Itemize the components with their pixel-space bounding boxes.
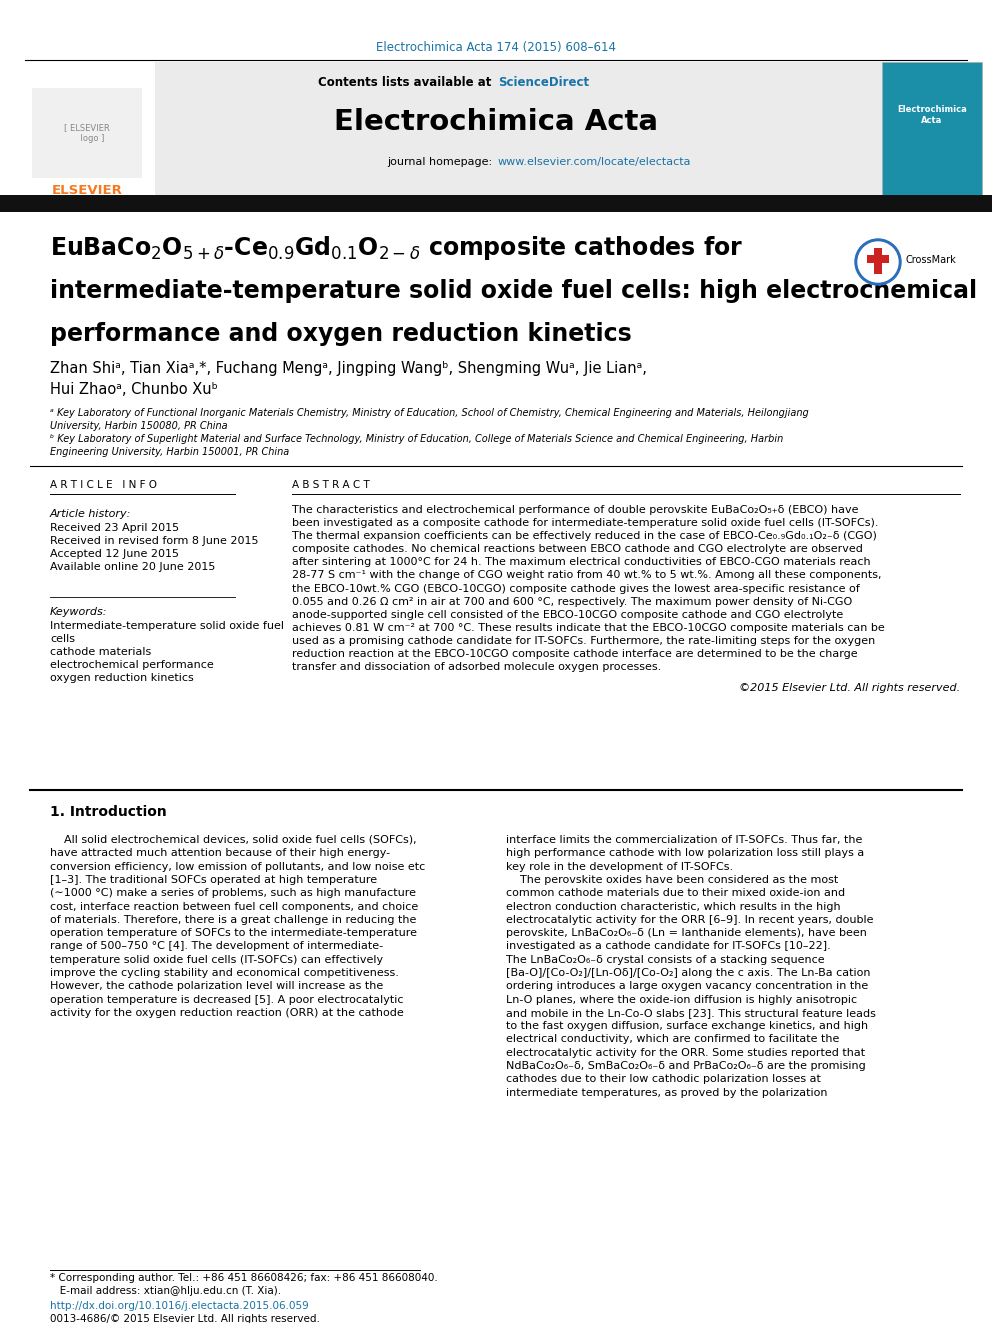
Text: electron conduction characteristic, which results in the high: electron conduction characteristic, whic…	[506, 901, 840, 912]
FancyBboxPatch shape	[25, 62, 882, 194]
Text: A R T I C L E   I N F O: A R T I C L E I N F O	[50, 480, 157, 490]
Text: Electrochimica
Acta: Electrochimica Acta	[897, 106, 967, 124]
Text: range of 500–750 °C [4]. The development of intermediate-: range of 500–750 °C [4]. The development…	[50, 942, 383, 951]
Text: cells: cells	[50, 634, 75, 644]
Text: ᵃ Key Laboratory of Functional Inorganic Materials Chemistry, Ministry of Educat: ᵃ Key Laboratory of Functional Inorganic…	[50, 407, 808, 418]
Text: [Ba-O]/[Co-O₂]/[Ln-Oδ]/[Co-O₂] along the c axis. The Ln-Ba cation: [Ba-O]/[Co-O₂]/[Ln-Oδ]/[Co-O₂] along the…	[506, 968, 871, 978]
Text: interface limits the commercialization of IT-SOFCs. Thus far, the: interface limits the commercialization o…	[506, 835, 862, 845]
Text: Article history:: Article history:	[50, 509, 131, 519]
Text: ©2015 Elsevier Ltd. All rights reserved.: ©2015 Elsevier Ltd. All rights reserved.	[739, 683, 960, 693]
Text: ordering introduces a large oxygen vacancy concentration in the: ordering introduces a large oxygen vacan…	[506, 982, 868, 991]
Text: Contents lists available at: Contents lists available at	[318, 77, 496, 90]
Text: have attracted much attention because of their high energy-: have attracted much attention because of…	[50, 848, 390, 859]
Text: Engineering University, Harbin 150001, PR China: Engineering University, Harbin 150001, P…	[50, 447, 290, 456]
Text: key role in the development of IT-SOFCs.: key role in the development of IT-SOFCs.	[506, 861, 733, 872]
Text: ScienceDirect: ScienceDirect	[498, 77, 589, 90]
Text: cathodes due to their low cathodic polarization losses at: cathodes due to their low cathodic polar…	[506, 1074, 820, 1085]
Text: CrossMark: CrossMark	[905, 255, 955, 265]
Text: 0013-4686/© 2015 Elsevier Ltd. All rights reserved.: 0013-4686/© 2015 Elsevier Ltd. All right…	[50, 1314, 319, 1323]
Bar	[882, 62, 982, 194]
Text: * Corresponding author. Tel.: +86 451 86608426; fax: +86 451 86608040.: * Corresponding author. Tel.: +86 451 86…	[50, 1273, 437, 1283]
Text: cost, interface reaction between fuel cell components, and choice: cost, interface reaction between fuel ce…	[50, 901, 419, 912]
Text: conversion efficiency, low emission of pollutants, and low noise etc: conversion efficiency, low emission of p…	[50, 861, 426, 872]
Text: reduction reaction at the EBCO-10CGO composite cathode interface are determined : reduction reaction at the EBCO-10CGO com…	[292, 650, 858, 659]
Text: transfer and dissociation of adsorbed molecule oxygen processes.: transfer and dissociation of adsorbed mo…	[292, 663, 662, 672]
Text: used as a promising cathode candidate for IT-SOFCs. Furthermore, the rate-limiti: used as a promising cathode candidate fo…	[292, 636, 875, 646]
Text: anode-supported single cell consisted of the EBCO-10CGO composite cathode and CG: anode-supported single cell consisted of…	[292, 610, 843, 619]
Text: operation temperature is decreased [5]. A poor electrocatalytic: operation temperature is decreased [5]. …	[50, 995, 404, 1004]
Text: Accepted 12 June 2015: Accepted 12 June 2015	[50, 549, 179, 560]
Bar	[867, 255, 889, 263]
Text: 0.055 and 0.26 Ω cm² in air at 700 and 600 °C, respectively. The maximum power d: 0.055 and 0.26 Ω cm² in air at 700 and 6…	[292, 597, 852, 607]
Text: electrochemical performance: electrochemical performance	[50, 660, 213, 669]
Text: The LnBaCo₂O₆₋δ crystal consists of a stacking sequence: The LnBaCo₂O₆₋δ crystal consists of a st…	[506, 955, 824, 964]
Text: Received in revised form 8 June 2015: Received in revised form 8 June 2015	[50, 536, 259, 546]
Bar	[32, 89, 142, 179]
Text: Electrochimica Acta: Electrochimica Acta	[334, 108, 658, 136]
Text: ᵇ Key Laboratory of Superlight Material and Surface Technology, Ministry of Educ: ᵇ Key Laboratory of Superlight Material …	[50, 434, 784, 445]
Text: electrocatalytic activity for the ORR. Some studies reported that: electrocatalytic activity for the ORR. S…	[506, 1048, 865, 1058]
Text: intermediate temperatures, as proved by the polarization: intermediate temperatures, as proved by …	[506, 1088, 827, 1098]
Text: perovskite, LnBaCo₂O₆₋δ (Ln = lanthanide elements), have been: perovskite, LnBaCo₂O₆₋δ (Ln = lanthanide…	[506, 929, 867, 938]
Text: Electrochimica Acta 174 (2015) 608–614: Electrochimica Acta 174 (2015) 608–614	[376, 41, 616, 54]
Bar	[874, 247, 882, 274]
Text: (∼1000 °C) make a series of problems, such as high manufacture: (∼1000 °C) make a series of problems, su…	[50, 888, 416, 898]
Text: Ln-O planes, where the oxide-ion diffusion is highly anisotropic: Ln-O planes, where the oxide-ion diffusi…	[506, 995, 857, 1004]
Text: ELSEVIER: ELSEVIER	[52, 184, 122, 197]
Text: the EBCO-10wt.% CGO (EBCO-10CGO) composite cathode gives the lowest area-specifi: the EBCO-10wt.% CGO (EBCO-10CGO) composi…	[292, 583, 860, 594]
Text: to the fast oxygen diffusion, surface exchange kinetics, and high: to the fast oxygen diffusion, surface ex…	[506, 1021, 868, 1031]
Text: after sintering at 1000°C for 24 h. The maximum electrical conductivities of EBC: after sintering at 1000°C for 24 h. The …	[292, 557, 871, 568]
Text: All solid electrochemical devices, solid oxide fuel cells (SOFCs),: All solid electrochemical devices, solid…	[50, 835, 417, 845]
Text: http://dx.doi.org/10.1016/j.electacta.2015.06.059: http://dx.doi.org/10.1016/j.electacta.20…	[50, 1301, 309, 1311]
Text: [1–3]. The traditional SOFCs operated at high temperature: [1–3]. The traditional SOFCs operated at…	[50, 875, 377, 885]
Text: of materials. Therefore, there is a great challenge in reducing the: of materials. Therefore, there is a grea…	[50, 914, 417, 925]
Text: The characteristics and electrochemical performance of double perovskite EuBaCo₂: The characteristics and electrochemical …	[292, 505, 858, 515]
Circle shape	[858, 242, 898, 282]
Text: Intermediate-temperature solid oxide fuel: Intermediate-temperature solid oxide fue…	[50, 620, 284, 631]
Text: investigated as a cathode candidate for IT-SOFCs [10–22].: investigated as a cathode candidate for …	[506, 942, 830, 951]
Text: The perovskite oxides have been considered as the most: The perovskite oxides have been consider…	[506, 875, 838, 885]
Text: journal homepage:: journal homepage:	[387, 157, 496, 167]
Text: www.elsevier.com/locate/electacta: www.elsevier.com/locate/electacta	[498, 157, 691, 167]
Text: Keywords:: Keywords:	[50, 607, 107, 617]
Text: E-mail address: xtian@hlju.edu.cn (T. Xia).: E-mail address: xtian@hlju.edu.cn (T. Xi…	[50, 1286, 281, 1297]
Text: University, Harbin 150080, PR China: University, Harbin 150080, PR China	[50, 421, 227, 431]
Text: A B S T R A C T: A B S T R A C T	[292, 480, 370, 490]
Text: [ ELSEVIER
    logo ]: [ ELSEVIER logo ]	[64, 123, 110, 143]
Text: composite cathodes. No chemical reactions between EBCO cathode and CGO electroly: composite cathodes. No chemical reaction…	[292, 544, 863, 554]
Bar	[25, 62, 155, 194]
Text: electrical conductivity, which are confirmed to facilitate the: electrical conductivity, which are confi…	[506, 1035, 839, 1044]
Text: improve the cycling stability and economical competitiveness.: improve the cycling stability and econom…	[50, 968, 399, 978]
Text: Zhan Shiᵃ, Tian Xiaᵃ,*, Fuchang Mengᵃ, Jingping Wangᵇ, Shengming Wuᵃ, Jie Lianᵃ,: Zhan Shiᵃ, Tian Xiaᵃ,*, Fuchang Mengᵃ, J…	[50, 360, 647, 376]
Text: been investigated as a composite cathode for intermediate-temperature solid oxid: been investigated as a composite cathode…	[292, 519, 879, 528]
Text: common cathode materials due to their mixed oxide-ion and: common cathode materials due to their mi…	[506, 888, 845, 898]
Text: 1. Introduction: 1. Introduction	[50, 804, 167, 819]
Text: Received 23 April 2015: Received 23 April 2015	[50, 523, 180, 533]
Text: performance and oxygen reduction kinetics: performance and oxygen reduction kinetic…	[50, 321, 632, 347]
Bar	[0, 194, 992, 212]
Text: operation temperature of SOFCs to the intermediate-temperature: operation temperature of SOFCs to the in…	[50, 929, 417, 938]
Text: intermediate-temperature solid oxide fuel cells: high electrochemical: intermediate-temperature solid oxide fue…	[50, 279, 977, 303]
Text: However, the cathode polarization level will increase as the: However, the cathode polarization level …	[50, 982, 383, 991]
Text: and mobile in the Ln-Co-O slabs [23]. This structural feature leads: and mobile in the Ln-Co-O slabs [23]. Th…	[506, 1008, 876, 1017]
Text: Hui Zhaoᵃ, Chunbo Xuᵇ: Hui Zhaoᵃ, Chunbo Xuᵇ	[50, 382, 218, 397]
Text: activity for the oxygen reduction reaction (ORR) at the cathode: activity for the oxygen reduction reacti…	[50, 1008, 404, 1017]
Circle shape	[855, 239, 901, 284]
Text: NdBaCo₂O₆₋δ, SmBaCo₂O₆₋δ and PrBaCo₂O₆₋δ are the promising: NdBaCo₂O₆₋δ, SmBaCo₂O₆₋δ and PrBaCo₂O₆₋δ…	[506, 1061, 866, 1072]
Text: EuBaCo$_2$O$_{5+\delta}$-Ce$_{0.9}$Gd$_{0.1}$O$_{2-\delta}$ composite cathodes f: EuBaCo$_2$O$_{5+\delta}$-Ce$_{0.9}$Gd$_{…	[50, 234, 743, 262]
Text: high performance cathode with low polarization loss still plays a: high performance cathode with low polari…	[506, 848, 864, 859]
Text: electrocatalytic activity for the ORR [6–9]. In recent years, double: electrocatalytic activity for the ORR [6…	[506, 914, 874, 925]
Text: 28-77 S cm⁻¹ with the change of CGO weight ratio from 40 wt.% to 5 wt.%. Among a: 28-77 S cm⁻¹ with the change of CGO weig…	[292, 570, 882, 581]
Text: achieves 0.81 W cm⁻² at 700 °C. These results indicate that the EBCO-10CGO compo: achieves 0.81 W cm⁻² at 700 °C. These re…	[292, 623, 885, 632]
Text: The thermal expansion coefficients can be effectively reduced in the case of EBC: The thermal expansion coefficients can b…	[292, 532, 877, 541]
Text: cathode materials: cathode materials	[50, 647, 151, 658]
Text: oxygen reduction kinetics: oxygen reduction kinetics	[50, 673, 193, 683]
Text: Available online 20 June 2015: Available online 20 June 2015	[50, 562, 215, 572]
Text: temperature solid oxide fuel cells (IT-SOFCs) can effectively: temperature solid oxide fuel cells (IT-S…	[50, 955, 383, 964]
